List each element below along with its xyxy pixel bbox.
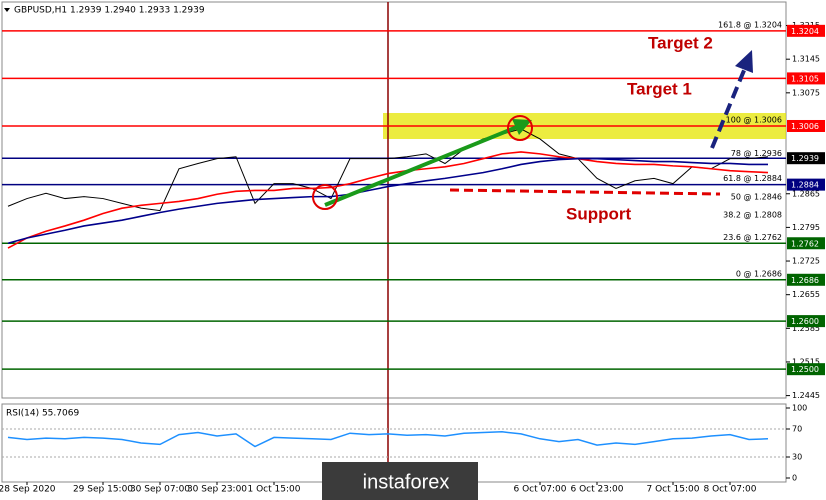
rsi-tick-label: 30 — [792, 453, 802, 462]
y-tick-label: 1.3075 — [792, 88, 820, 97]
price-box-label: 1.2762 — [791, 239, 819, 248]
y-tick-label: 1.3145 — [792, 55, 820, 64]
fib-label: 161.8 @ 1.3204 — [718, 20, 782, 29]
price-box — [787, 152, 825, 165]
series-line — [7, 151, 769, 249]
price-box — [787, 178, 825, 191]
fib-label: 23.6 @ 1.2762 — [723, 233, 782, 242]
price-box-label: 1.3006 — [791, 122, 819, 131]
rsi-tick-label: 100 — [792, 404, 807, 413]
y-tick-label: 1.2515 — [792, 357, 820, 366]
y-tick-label: 1.2725 — [792, 257, 820, 266]
x-tick-label: 30 Sep 23:00 — [187, 485, 247, 495]
x-tick-label: 8 Oct 07:00 — [704, 485, 757, 495]
price-box — [787, 119, 825, 132]
annotation: Target 2 — [648, 33, 713, 52]
y-tick-label: 1.2445 — [792, 391, 820, 400]
y-tick-label: 1.2865 — [792, 189, 820, 198]
rsi-title: RSI(14) 55.7069 — [6, 409, 79, 419]
x-tick-label: 1 Oct 15:00 — [248, 485, 301, 495]
x-tick-label: 6 Oct 23:00 — [571, 485, 624, 495]
rsi-tick-label: 70 — [792, 425, 802, 434]
price-box-label: 1.2884 — [791, 181, 819, 190]
watermark-box — [322, 462, 478, 500]
circle-low — [312, 184, 338, 210]
price-box-label: 1.2939 — [791, 154, 819, 163]
chart-title: GBPUSD,H1 1.2939 1.2940 1.2933 1.2939 — [14, 6, 205, 16]
green-arrowhead — [512, 119, 532, 135]
price-box — [787, 315, 825, 328]
price-box — [787, 24, 825, 37]
rsi-tick-label: 0 — [792, 474, 797, 483]
x-tick-label: 28 Sep 2020 — [0, 485, 56, 495]
support-line — [449, 188, 721, 196]
y-tick-label: 1.2795 — [792, 223, 820, 232]
price-box — [787, 363, 825, 376]
y-tick-label: 1.2585 — [792, 324, 820, 333]
circle-high — [507, 115, 533, 141]
series-line — [7, 157, 768, 245]
fib-label: 78 @ 1.2936 — [731, 149, 782, 158]
fib-label: 61.8 @ 1.2884 — [723, 174, 782, 183]
y-tick-label: 1.2655 — [792, 290, 820, 299]
fib-label: 38.2 @ 1.2808 — [723, 211, 782, 220]
price-box — [787, 273, 825, 286]
x-tick-label: 29 Sep 15:00 — [73, 485, 133, 495]
fib-label: 50 @ 1.2846 — [731, 192, 782, 201]
rsi-line — [7, 431, 769, 448]
price-box — [787, 72, 825, 85]
annotation: Target 1 — [627, 79, 692, 98]
header-icon — [4, 8, 10, 12]
price-box-label: 1.3204 — [791, 27, 819, 36]
plot — [2, 30, 786, 370]
price-box-label: 1.2686 — [791, 276, 819, 285]
price-box-label: 1.2500 — [791, 365, 819, 374]
fib-label: 0 @ 1.2686 — [736, 269, 782, 278]
watermark: instaforex — [363, 471, 450, 493]
green-arrow — [324, 125, 518, 207]
blue-arrow — [710, 67, 747, 149]
main-frame — [1, 1, 787, 399]
blue-arrowhead — [735, 50, 753, 73]
x-tick-label: 7 Oct 15:00 — [647, 485, 700, 495]
price-box — [787, 237, 825, 250]
x-tick-label: 6 Oct 07:00 — [514, 485, 567, 495]
annotation: Support — [566, 204, 631, 223]
fib-label: 100 @ 1.3006 — [726, 115, 782, 124]
price-box-label: 1.2600 — [791, 317, 819, 326]
x-tick-label: 30 Sep 07:00 — [130, 485, 190, 495]
price-box-label: 1.3105 — [791, 74, 819, 83]
